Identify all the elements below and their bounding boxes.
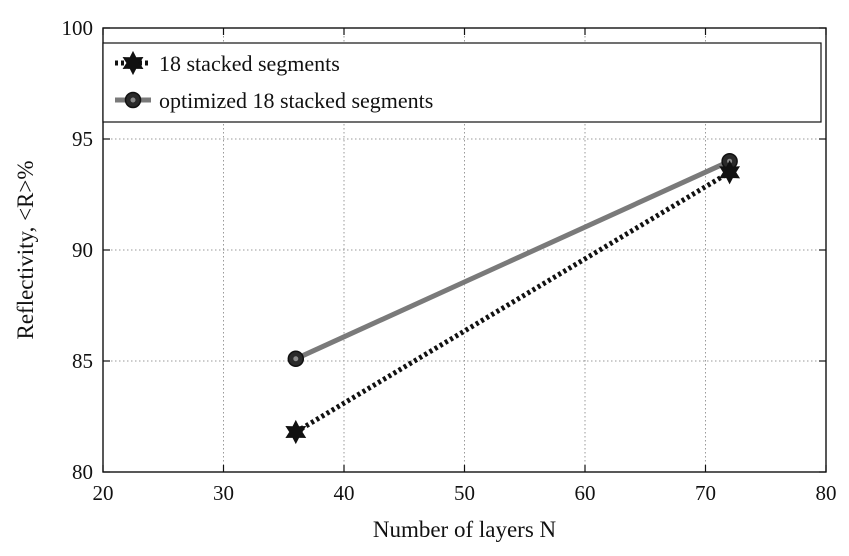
legend-swatch-marker (124, 91, 142, 109)
series-layer (285, 152, 741, 445)
legend-label: optimized 18 stacked segments (159, 88, 433, 113)
ticks: 20 30 40 50 60 70 80 80 85 90 95 100 (62, 16, 837, 505)
x-tick-label: 20 (93, 481, 114, 505)
series-line (294, 170, 731, 435)
legend-entry: 18 stacked segments (115, 50, 340, 76)
y-tick-label: 90 (72, 238, 93, 262)
y-tick-label: 80 (72, 460, 93, 484)
legend-swatch-marker (122, 50, 144, 76)
x-axis-title: Number of layers N (373, 517, 557, 542)
series-1 (285, 160, 741, 445)
y-tick-label: 95 (72, 127, 93, 151)
legend-box (102, 42, 822, 123)
y-axis-title: Reflectivity, <R>% (13, 160, 38, 339)
series-line (294, 158, 731, 362)
x-tick-label: 30 (213, 481, 234, 505)
x-tick-label: 50 (454, 481, 475, 505)
x-tick-label: 40 (334, 481, 355, 505)
x-tick-label: 70 (695, 481, 716, 505)
data-point (287, 350, 305, 368)
legend-entry: optimized 18 stacked segments (115, 88, 433, 113)
data-point (719, 160, 741, 185)
x-tick-label: 80 (816, 481, 837, 505)
series-2 (287, 152, 738, 368)
legend-label: 18 stacked segments (159, 51, 340, 76)
data-point (285, 419, 307, 445)
y-tick-label: 85 (72, 349, 93, 373)
x-tick-label: 60 (575, 481, 596, 505)
legend: 18 stacked segments optimized 18 stacked … (102, 42, 822, 123)
y-tick-label: 100 (62, 16, 94, 40)
grid (103, 28, 826, 472)
